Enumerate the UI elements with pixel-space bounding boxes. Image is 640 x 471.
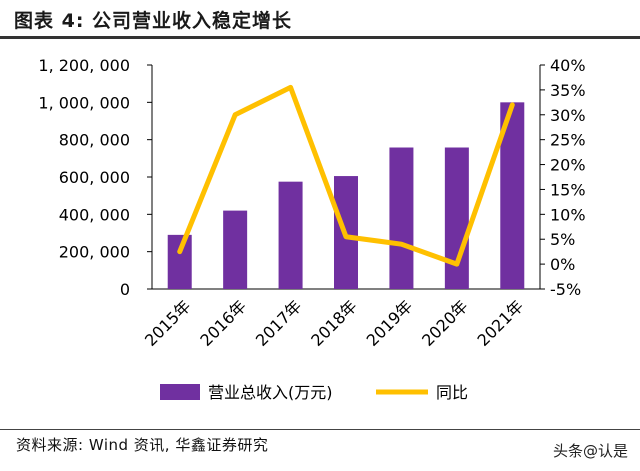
legend-line-label: 同比 [436, 383, 468, 402]
left-tick-label: 800, 000 [59, 131, 130, 150]
right-tick-label: 35% [550, 81, 586, 100]
title-divider [0, 36, 640, 39]
legend-bar-label: 营业总收入(万元) [208, 383, 333, 402]
x-tick-label: 2021年 [474, 296, 528, 350]
revenue-bar [223, 210, 248, 289]
growth-point [289, 85, 293, 89]
left-tick-label: 400, 000 [59, 205, 130, 224]
x-tick-label: 2016年 [196, 296, 250, 350]
footer-divider [0, 429, 640, 430]
page-title: 图表 4: 公司营业收入稳定增长 [14, 10, 293, 32]
left-tick-label: 1, 200, 000 [38, 56, 130, 75]
growth-point [178, 250, 182, 254]
x-tick-label: 2015年 [141, 296, 195, 350]
x-tick-label: 2017年 [252, 296, 306, 350]
growth-point [399, 242, 403, 246]
growth-point [233, 113, 237, 117]
left-tick-label: 0 [120, 280, 130, 299]
revenue-bar [167, 234, 192, 289]
revenue-bar [444, 147, 469, 289]
x-tick-label: 2019年 [363, 296, 417, 350]
right-tick-label: -5% [550, 280, 581, 299]
legend-bar-swatch [160, 384, 200, 400]
right-tick-label: 0% [550, 255, 575, 274]
right-tick-label: 40% [550, 56, 586, 75]
x-tick-label: 2018年 [307, 296, 361, 350]
growth-point [344, 235, 348, 239]
watermark-text: 头条@认是 [552, 442, 628, 460]
growth-point [510, 103, 514, 107]
right-tick-label: 20% [550, 156, 586, 175]
growth-point [455, 262, 459, 266]
right-tick-label: 25% [550, 131, 586, 150]
right-tick-label: 15% [550, 180, 586, 199]
left-tick-label: 600, 000 [59, 168, 130, 187]
right-tick-label: 10% [550, 205, 586, 224]
left-tick-label: 1, 000, 000 [38, 93, 130, 112]
right-tick-label: 5% [550, 230, 575, 249]
left-tick-label: 200, 000 [59, 243, 130, 262]
source-note: 资料来源: Wind 资讯, 华鑫证券研究 [16, 436, 269, 454]
right-tick-label: 30% [550, 106, 586, 125]
x-tick-label: 2020年 [418, 296, 472, 350]
revenue-bar [278, 181, 303, 289]
revenue-chart: 0 200, 000 400, 000 600, 000 800, 000 1, 000,… [38, 56, 586, 402]
revenue-bar [389, 147, 414, 289]
